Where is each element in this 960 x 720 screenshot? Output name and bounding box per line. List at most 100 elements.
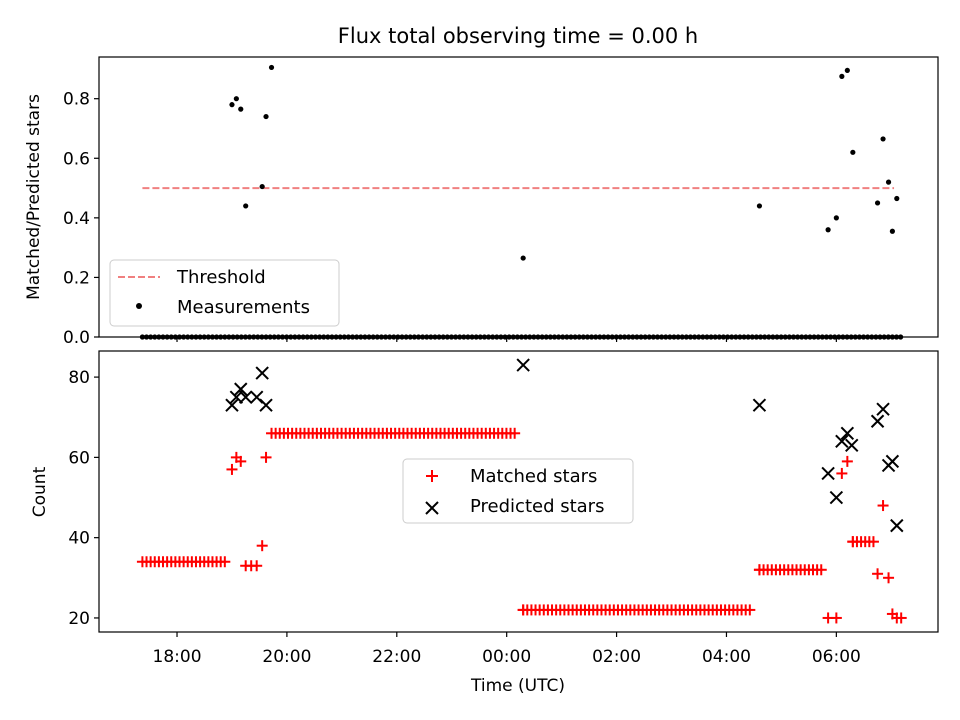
measurement-point-zero bbox=[255, 334, 261, 340]
measurement-point-zero bbox=[139, 334, 146, 340]
measurement-point-zero bbox=[782, 334, 788, 340]
measurement-point-zero bbox=[251, 334, 257, 340]
predicted-star-marker bbox=[821, 466, 835, 481]
measurement-point-zero bbox=[626, 334, 632, 340]
measurement-point-zero bbox=[345, 334, 352, 340]
measurement-point-zero bbox=[799, 334, 805, 340]
measurement-point-zero bbox=[729, 334, 735, 340]
measurement-point-zero bbox=[737, 334, 743, 340]
measurement-point bbox=[889, 228, 895, 234]
measurement-point-zero bbox=[757, 334, 764, 340]
measurement-point-zero bbox=[481, 334, 488, 340]
matched-star-marker bbox=[815, 564, 827, 576]
measurement-point-zero bbox=[560, 334, 566, 340]
measurement-point-zero bbox=[836, 334, 842, 340]
count-x-tick-label: 20:00 bbox=[262, 647, 311, 667]
predicted-star-marker bbox=[259, 398, 273, 412]
measurement-point-zero bbox=[156, 334, 162, 340]
measurement-point-zero bbox=[683, 334, 689, 340]
measurement-point-zero bbox=[502, 334, 508, 340]
measurement-point-zero bbox=[201, 334, 207, 340]
predicted-star-marker bbox=[255, 366, 269, 380]
measurement-point-zero bbox=[547, 334, 553, 340]
measurement-point-zero bbox=[197, 334, 203, 340]
measurement-point bbox=[263, 113, 269, 120]
measurement-point bbox=[844, 67, 850, 74]
measurement-point-zero bbox=[527, 334, 533, 340]
measurement-point-zero bbox=[556, 334, 562, 340]
measurement-point-zero bbox=[209, 334, 216, 340]
measurement-point-zero bbox=[741, 334, 747, 340]
measurement-point bbox=[839, 73, 845, 79]
chart-title: Flux total observing time = 0.00 h bbox=[338, 24, 698, 48]
measurement-point-zero bbox=[671, 334, 677, 340]
matched-stars-markers bbox=[136, 427, 907, 624]
measurement-point bbox=[259, 183, 265, 190]
measurement-point-zero bbox=[819, 334, 825, 340]
measurement-point-zero bbox=[222, 334, 228, 340]
measurement-point-zero bbox=[333, 334, 339, 340]
measurement-point-zero bbox=[378, 334, 385, 340]
measurement-point bbox=[520, 255, 526, 261]
measurement-point-zero bbox=[494, 334, 500, 340]
measurement-point-zero bbox=[531, 334, 537, 340]
measurement-point-zero bbox=[823, 334, 830, 340]
measurement-point-zero bbox=[885, 334, 891, 340]
measurement-point-zero bbox=[506, 334, 512, 340]
measurement-point-zero bbox=[865, 334, 871, 340]
predicted-star-marker bbox=[238, 390, 253, 404]
measurement-point-zero bbox=[795, 334, 801, 340]
measurement-point-zero bbox=[469, 334, 475, 340]
measurement-point-zero bbox=[341, 334, 347, 340]
measurement-point bbox=[833, 215, 839, 221]
measurement-point-zero bbox=[461, 334, 467, 340]
measurement-point-zero bbox=[659, 334, 665, 340]
measurement-point-zero bbox=[650, 334, 656, 340]
measurement-point-zero bbox=[288, 334, 294, 340]
measurement-point-zero bbox=[279, 334, 286, 340]
measurement-point-zero bbox=[354, 334, 360, 340]
measurement-point bbox=[885, 179, 892, 185]
legend-predicted-label: Predicted stars bbox=[470, 496, 604, 517]
measurement-point-zero bbox=[630, 334, 636, 340]
measurement-point-zero bbox=[242, 334, 249, 340]
measurement-point-zero bbox=[403, 334, 409, 340]
matched-star-marker bbox=[509, 427, 521, 439]
measurement-point bbox=[850, 149, 856, 155]
measurement-point-zero bbox=[716, 334, 722, 340]
measurement-point-zero bbox=[873, 334, 879, 340]
ratio-panel: 0.00.20.40.60.8 Matched/Predicted stars … bbox=[24, 56, 939, 348]
predicted-star-marker bbox=[870, 414, 885, 428]
measurement-point-zero bbox=[234, 334, 240, 340]
predicted-star-marker bbox=[234, 382, 248, 396]
measurement-point-zero bbox=[485, 334, 492, 340]
measurement-point-zero bbox=[226, 334, 232, 340]
measurement-point-zero bbox=[193, 334, 199, 340]
measurement-point-zero bbox=[889, 334, 895, 340]
measurement-point-zero bbox=[568, 334, 574, 340]
measurement-point-zero bbox=[551, 334, 558, 340]
measurement-point-zero bbox=[535, 334, 541, 340]
measurement-point-zero bbox=[893, 334, 900, 340]
matched-star-marker bbox=[847, 536, 859, 548]
measurement-point-zero bbox=[766, 334, 772, 340]
matched-star-marker bbox=[226, 463, 238, 475]
measurement-point-zero bbox=[518, 334, 525, 340]
count-x-tick-label: 00:00 bbox=[482, 647, 531, 667]
measurement-point-zero bbox=[362, 334, 368, 340]
ratio-legend: Threshold Measurements bbox=[109, 259, 340, 327]
measurement-point-zero bbox=[189, 334, 195, 340]
matched-star-marker bbox=[753, 564, 765, 576]
legend-measurements-label: Measurements bbox=[177, 297, 310, 318]
predicted-star-marker bbox=[890, 518, 904, 533]
measurement-point-zero bbox=[391, 334, 397, 340]
measurement-point-zero bbox=[860, 334, 867, 340]
measurement-point-zero bbox=[308, 334, 314, 340]
count-panel: 20 40 60 80 18:00 20:00 22:00 00:00 02:00 04:00 0… bbox=[30, 350, 939, 696]
measurement-point bbox=[894, 195, 900, 202]
measurement-point-zero bbox=[704, 334, 710, 340]
measurement-point-zero bbox=[143, 334, 150, 340]
count-y-axis-label: Count bbox=[30, 466, 50, 517]
measurement-point-zero bbox=[444, 334, 450, 340]
measurement-point-zero bbox=[832, 334, 838, 340]
